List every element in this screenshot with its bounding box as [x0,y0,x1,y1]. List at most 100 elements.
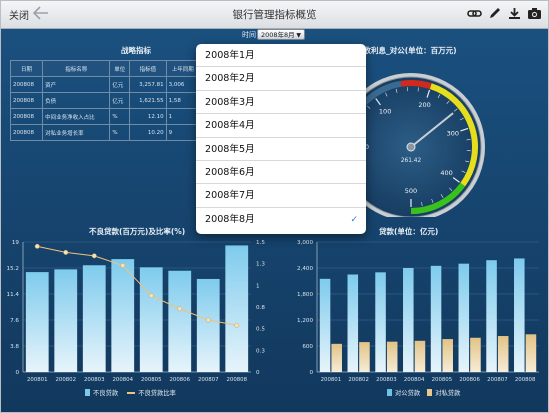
interest-gauge: 0 100 200 300 400 500 261.42 [341,73,485,217]
x-tick-label: 200807 [198,377,219,383]
npl-bar [196,278,220,372]
dropdown-option[interactable]: 2008年1月 [196,44,366,68]
gauge-tick-label: 300 [447,129,459,137]
table-cell: 1,58 [165,92,201,109]
dropdown-option[interactable]: 2008年7月 [196,184,366,208]
gauge-tick [437,94,441,99]
table-cell: 200808 [9,124,44,141]
dropdown-option-label: 2008年5月 [205,143,255,155]
time-select-value: 2008年8月 [261,31,295,39]
y-tick-label: 0 [309,370,313,376]
link-icon[interactable] [467,6,482,21]
table-cell: 10.20 [129,124,167,141]
y-tick-label: 1,200 [297,318,313,324]
y-tick-label: 600 [302,344,313,350]
dropdown-option[interactable]: 2008年5月 [196,138,366,161]
dropdown-option-label: 2008年1月 [205,50,255,61]
npl-chart-title: 不良贷款(百万元)及比率(%) [89,227,186,236]
retail-loan-bar [497,336,509,372]
close-button[interactable]: 关闭 [9,11,29,22]
dropdown-option-label: 2008年2月 [205,73,255,85]
y-tick-label: 2,400 [297,266,313,272]
x-tick-label: 200808 [226,377,247,383]
y2-tick-label: 0.5 [256,327,265,333]
npl-legend: 不良贷款 不良贷款比率 [85,388,176,397]
gauge-needle [410,112,454,148]
gauge-band-red [400,80,432,90]
page-title: 银行管理指标概览 [232,9,317,21]
corp-loan-bar [375,272,386,372]
back-arrow-icon[interactable] [32,5,49,24]
corp-loan-bar [486,260,497,372]
gauge-tick [466,139,471,141]
y-tick-label: 3,000 [297,240,313,246]
download-icon[interactable] [507,6,522,21]
strategy-table: 日期 指标名称 单位 指标值 上年同期 200808 资产 亿元 3,257.81 3,006 2… [9,60,201,141]
table-cell: % [109,108,131,125]
y2-tick-label: 0.3 [256,348,265,354]
legend-bar-swatch [85,389,90,396]
y-tick-label: 3.8 [10,344,19,350]
gauge-tick [367,105,371,109]
table-cell: 1,621.55 [129,92,167,109]
x-tick-label: 200808 [515,377,536,383]
table-cell: 200808 [9,108,44,125]
gauge-tick-label: 200 [418,101,430,109]
dropdown-option[interactable]: 2008年2月 [196,67,366,91]
gauge-tick [440,194,444,198]
table-cell: 对私业务增长率 [42,124,111,141]
table-row: 200808 负债 亿元 1,621.55 1,58 [9,92,201,109]
dropdown-option-label: 2008年3月 [205,96,255,108]
loans-chart: 0 600 1,200 1,800 2,400 3,000 200801 200802 2008… [297,240,539,383]
npl-bar [168,270,192,372]
gauge-tick-label: 400 [440,169,452,177]
npl-ratio-point [63,249,69,255]
table-cell: 200808 [9,76,44,93]
dropdown-option[interactable]: 2008年6月 [196,161,366,185]
gauge-tick-label: 0 [365,143,369,151]
strategy-title: 战略指标 [121,46,151,55]
gauge-value-label: 261.42 [401,158,422,164]
x-tick-label: 200805 [432,377,453,383]
checkmark-icon: ✓ [350,214,358,225]
gauge-title: 累计应收利息_对公(单位：百万元) [341,46,457,55]
gauge-tick [449,187,453,191]
table-header-cell: 上年同期 [165,60,201,77]
table-cell: 中间业务净收入占比 [42,108,111,125]
retail-loan-bar [331,343,342,372]
legend-line-swatch [127,391,136,394]
table-header-cell: 单位 [109,60,131,77]
y2-tick-label: 1 [256,283,260,289]
table-cell: 9 [165,124,201,141]
npl-bar [225,245,249,372]
x-tick-label: 200801 [321,377,342,383]
x-tick-label: 200806 [169,377,190,383]
npl-ratio-point [120,262,126,268]
legend-npl: 不良贷款 [93,390,119,397]
gauge-tick [460,127,469,132]
time-select[interactable]: 2008年8月 ▼ [257,29,305,40]
pencil-icon[interactable] [487,6,502,21]
table-cell: 3,257.81 [129,76,167,93]
legend-npl-ratio: 不良贷款比率 [138,390,176,397]
x-tick-label: 200807 [487,377,508,383]
dropdown-option[interactable]: 2008年4月 [196,114,366,138]
x-tick-label: 200804 [112,377,133,383]
npl-ratio-point [34,243,40,249]
y-tick-label: 0 [15,370,19,376]
corp-loan-bar [319,278,331,372]
dropdown-option-label: 2008年4月 [205,120,255,132]
camera-icon[interactable] [527,6,542,21]
npl-ratio-point [205,317,211,323]
table-cell: 亿元 [109,76,131,93]
dropdown-option[interactable]: 2008年3月 [196,91,366,115]
gauge-band-yellow [429,83,478,187]
table-header-cell: 指标值 [129,60,167,77]
y-tick-label: 19 [12,240,20,246]
legend-corp: 对公贷款 [395,390,421,397]
table-cell: % [109,124,131,141]
gauge-band-green [410,182,466,214]
dropdown-option[interactable]: 2008年8月 ✓ [196,208,366,231]
y2-tick-label: 1.5 [256,240,265,246]
